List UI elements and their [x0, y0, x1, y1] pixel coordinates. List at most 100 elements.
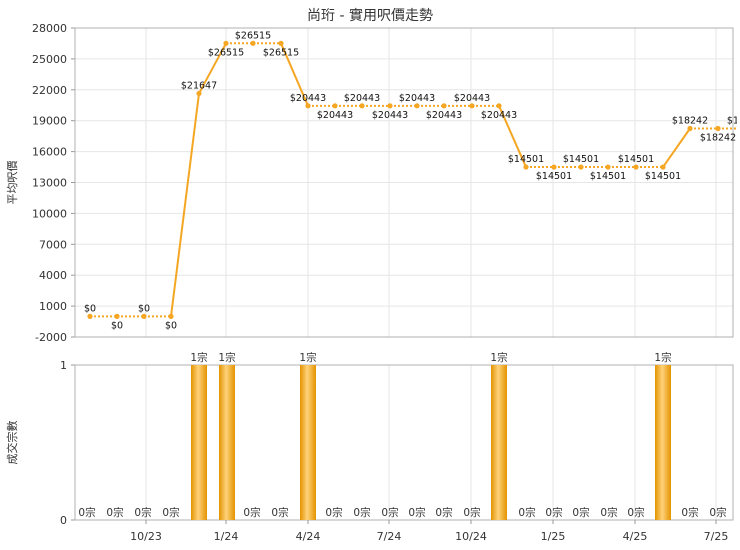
x-tick-label: 4/24 [296, 530, 321, 543]
data-label: $18242 [672, 116, 708, 127]
deals-series: 0宗 0宗 0宗 0宗 1宗 1宗 0宗 0宗 1宗 0宗 0宗 0宗 0宗 0宗 0宗 1宗 0宗 0宗 0宗 0宗… [78, 351, 740, 520]
bar [655, 365, 671, 520]
data-point [87, 313, 93, 319]
chart-title: 尚珩 - 實用呎價走勢 [307, 7, 433, 24]
data-point [605, 164, 611, 170]
data-label: $14501 [563, 154, 599, 165]
data-point [278, 40, 284, 46]
data-label: $18242 [727, 116, 740, 127]
series-segment [198, 42, 227, 94]
y-tick-label: 13000 [32, 177, 67, 190]
data-label: $14501 [618, 154, 654, 165]
data-label: $26515 [208, 47, 244, 58]
bar-label: 1宗 [299, 351, 316, 364]
data-label: $20443 [399, 93, 435, 104]
x-tick-label: 10/24 [455, 530, 487, 543]
bar-label: 0宗 [463, 506, 480, 519]
data-point [633, 164, 639, 170]
data-label: $20443 [317, 110, 353, 121]
price-panel: -2000 1000 4000 7000 10000 13000 16000 19000 220… [5, 22, 740, 344]
y-tick-label: 19000 [32, 115, 67, 128]
bar-label: 1宗 [218, 351, 235, 364]
data-point [332, 103, 338, 109]
y-tick-label: 1 [60, 359, 67, 372]
data-point [196, 90, 202, 97]
data-label: $26515 [263, 47, 299, 58]
data-label: $20443 [454, 93, 490, 104]
data-point [660, 164, 666, 170]
data-label: $0 [84, 303, 96, 314]
data-point [687, 125, 693, 132]
bar [191, 365, 207, 520]
data-label: $14501 [508, 154, 544, 165]
series-segment [170, 93, 200, 317]
x-tick-label: 7/24 [377, 530, 402, 543]
data-label: $21647 [181, 80, 217, 91]
data-point [715, 125, 721, 132]
bar-label: 0宗 [545, 506, 562, 519]
data-point [414, 103, 420, 109]
bar-label: 0宗 [681, 506, 698, 519]
data-label: $14501 [536, 171, 572, 182]
bar-label: 1宗 [190, 351, 207, 364]
bar-label: 0宗 [709, 506, 726, 519]
data-label: $14501 [645, 171, 681, 182]
series-segment [280, 42, 309, 107]
data-label: $20443 [426, 110, 462, 121]
bar-label: 0宗 [736, 506, 740, 519]
series-segment [662, 127, 691, 168]
data-point [441, 103, 447, 109]
plot-frame [74, 364, 734, 521]
bar-label: 0宗 [134, 506, 151, 519]
data-point [223, 40, 229, 46]
data-label: $20443 [290, 93, 326, 104]
data-point [305, 103, 311, 109]
data-label: $20443 [372, 110, 408, 121]
bar-label: 0宗 [381, 506, 398, 519]
bar [300, 365, 316, 520]
y-tick-label: 16000 [32, 146, 67, 159]
data-point [387, 103, 393, 109]
data-label: $18242 [700, 133, 736, 144]
data-point [523, 164, 529, 170]
data-point [578, 164, 584, 170]
bar-label: 0宗 [243, 506, 260, 519]
y-axis-label: 成交宗數 [5, 421, 19, 465]
y-tick-label: 22000 [32, 84, 67, 97]
bar-label: 0宗 [162, 506, 179, 519]
price-series: $0 $0 $0 $0 $21647 $26515 $26515 $26515 $20443 $2… [84, 30, 740, 331]
bar-label: 0宗 [627, 506, 644, 519]
data-point [141, 313, 147, 319]
bar-label: 0宗 [572, 506, 589, 519]
bar-label: 1宗 [490, 351, 507, 364]
y-tick-label: 7000 [39, 238, 67, 251]
x-tick-label: 1/24 [214, 530, 239, 543]
data-label: $0 [111, 320, 123, 331]
data-label: $14501 [590, 171, 626, 182]
x-tick-label: 10/23 [130, 530, 162, 543]
bar-label: 0宗 [271, 506, 288, 519]
data-point [469, 103, 475, 109]
bar-label: 0宗 [600, 506, 617, 519]
data-point [114, 313, 120, 319]
bar [219, 365, 235, 520]
y-tick-label: 4000 [39, 269, 67, 282]
data-point [250, 40, 256, 46]
data-label: $20443 [481, 110, 517, 121]
y-tick-label: -2000 [35, 331, 67, 344]
plot-frame [74, 27, 734, 338]
series-segment [498, 105, 527, 168]
bar-label: 0宗 [106, 506, 123, 519]
data-point [496, 103, 502, 109]
bar-label: 0宗 [325, 506, 342, 519]
y-tick-label: 25000 [32, 53, 67, 66]
y-tick-label: 1000 [39, 300, 67, 313]
x-tick-label: 4/25 [623, 530, 648, 543]
x-tick-label: 7/25 [704, 530, 729, 543]
data-label: $20443 [344, 93, 380, 104]
y-axis-label: 平均呎價 [5, 161, 19, 205]
data-label: $0 [165, 320, 177, 331]
data-point [359, 103, 365, 109]
